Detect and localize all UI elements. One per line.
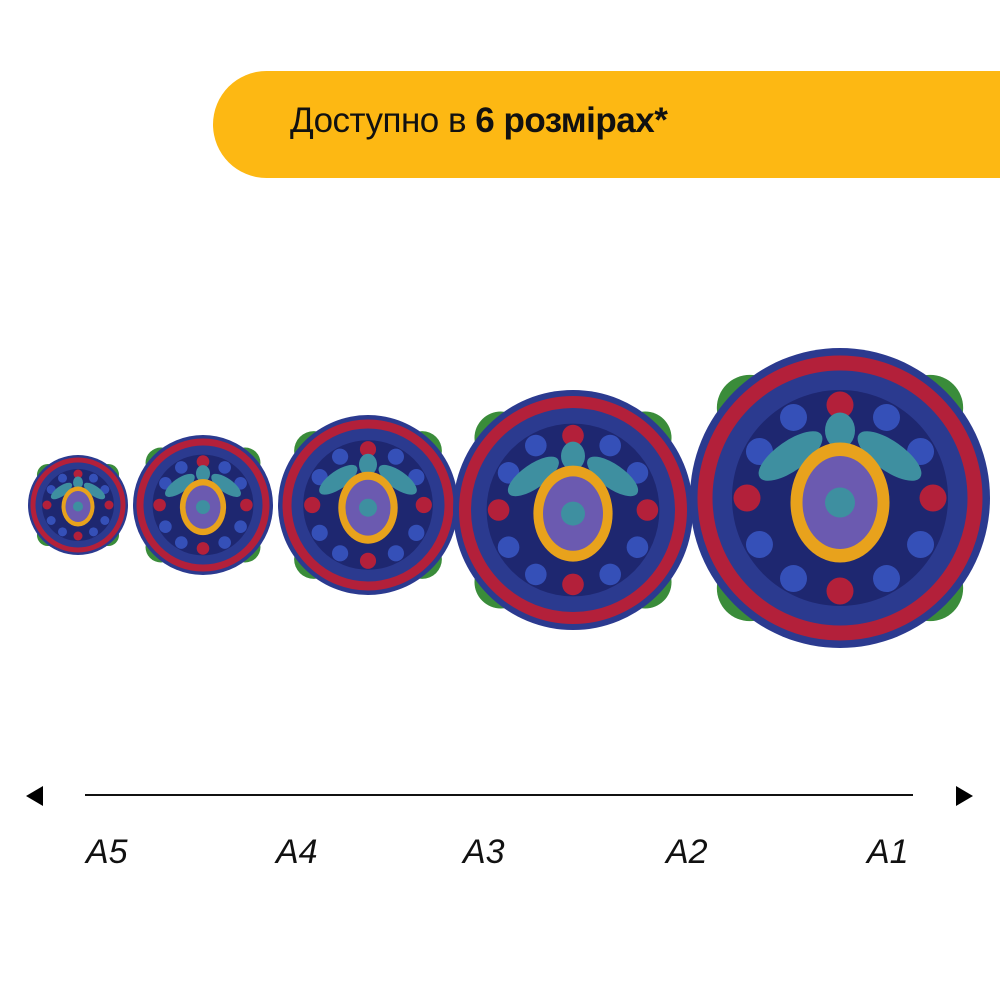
size-label-a2: A2	[666, 833, 708, 871]
mandala-petal	[196, 455, 210, 468]
mandala-petal	[826, 577, 854, 605]
turtle-head	[196, 465, 210, 482]
turtle-flipper	[507, 456, 559, 497]
turtle-flipper	[211, 473, 241, 497]
shell-center	[825, 487, 855, 518]
mandala-petal	[873, 403, 900, 431]
mandala-petal	[73, 531, 83, 541]
mandala-petal	[636, 499, 659, 521]
mandala-petal	[780, 565, 807, 593]
arrow-left-icon	[26, 786, 43, 806]
mandala-petal	[89, 527, 98, 537]
mandala-petal	[387, 448, 404, 465]
mandala-petal	[562, 573, 584, 596]
mandala-petal	[562, 424, 584, 447]
puzzle-a4	[133, 435, 273, 575]
mandala-petal	[408, 524, 425, 542]
mandala-petal	[304, 496, 321, 514]
red-ring	[697, 355, 983, 641]
mandala-petal	[599, 434, 621, 457]
mandala-petal	[745, 531, 773, 558]
mandala-petal	[780, 403, 807, 431]
mandala-petal	[196, 542, 210, 555]
mandala-petal	[387, 545, 404, 562]
mandala-petal	[104, 500, 114, 510]
mandala-petal	[626, 536, 649, 558]
size-scale-line	[85, 794, 913, 796]
mandala-petal	[218, 461, 231, 474]
turtle-flipper	[758, 431, 823, 481]
shell-center	[196, 500, 210, 515]
turtle-flipper	[50, 482, 73, 500]
turtle-head	[73, 476, 83, 489]
turtle-flipper	[857, 431, 922, 481]
mandala-petal	[218, 536, 231, 549]
mandala-petal	[919, 484, 947, 512]
mandala-petal	[240, 498, 253, 512]
turtle-flipper	[83, 482, 106, 500]
turtle-head	[561, 441, 585, 471]
mandala-petal	[873, 565, 900, 593]
mandala-petal	[599, 563, 621, 586]
mandala-petal	[332, 545, 349, 562]
arrow-right-icon	[956, 786, 973, 806]
red-ring	[459, 396, 687, 624]
mandala-petal	[58, 527, 67, 537]
turtle-head	[359, 453, 377, 476]
mandala-petal	[153, 498, 166, 512]
mandala-petal	[826, 391, 854, 419]
turtle-flipper	[378, 464, 417, 495]
mandala-petal	[359, 552, 377, 569]
mandala-petal	[332, 448, 349, 465]
turtle-flipper	[319, 464, 358, 495]
red-ring	[30, 457, 126, 553]
puzzle-a3	[278, 415, 458, 595]
mandala-petal	[497, 536, 520, 558]
mandala-petal	[46, 516, 56, 525]
turtle-head	[825, 412, 855, 449]
mandala-petal	[100, 516, 110, 525]
size-label-a5: A5	[86, 833, 128, 871]
shell-center	[359, 498, 377, 517]
mandala-petal	[175, 461, 188, 474]
red-ring	[282, 419, 454, 591]
turtle-flipper	[165, 473, 195, 497]
mandala-petal	[58, 473, 67, 483]
puzzle-a5	[28, 455, 128, 555]
banner-text-bold: 6 розмірах*	[475, 101, 668, 140]
mandala-petal	[415, 496, 432, 514]
mandala-petal	[525, 563, 547, 586]
mandala-petal	[525, 434, 547, 457]
size-label-a3: A3	[463, 833, 505, 871]
mandala-petal	[73, 469, 83, 479]
shell-center	[561, 501, 585, 526]
banner-text-prefix: Доступно в	[290, 101, 476, 140]
promo-banner: Доступно в 6 розмірах*	[213, 71, 1000, 178]
puzzle-a2	[453, 390, 693, 630]
size-label-a4: A4	[276, 833, 318, 871]
mandala-petal	[733, 484, 761, 512]
mandala-petal	[42, 500, 52, 510]
turtle-flipper	[587, 456, 639, 497]
mandala-petal	[234, 520, 247, 533]
mandala-petal	[907, 531, 935, 558]
mandala-petal	[159, 520, 172, 533]
banner-text: Доступно в 6 розмірах*	[290, 101, 668, 141]
mandala-petal	[359, 441, 377, 458]
mandala-petal	[487, 499, 510, 521]
mandala-petal	[89, 473, 98, 483]
shell-center	[73, 501, 83, 512]
mandala-petal	[311, 524, 328, 542]
mandala-petal	[175, 536, 188, 549]
red-ring	[136, 438, 270, 572]
puzzle-a1	[690, 348, 990, 648]
size-label-a1: A1	[867, 833, 909, 871]
